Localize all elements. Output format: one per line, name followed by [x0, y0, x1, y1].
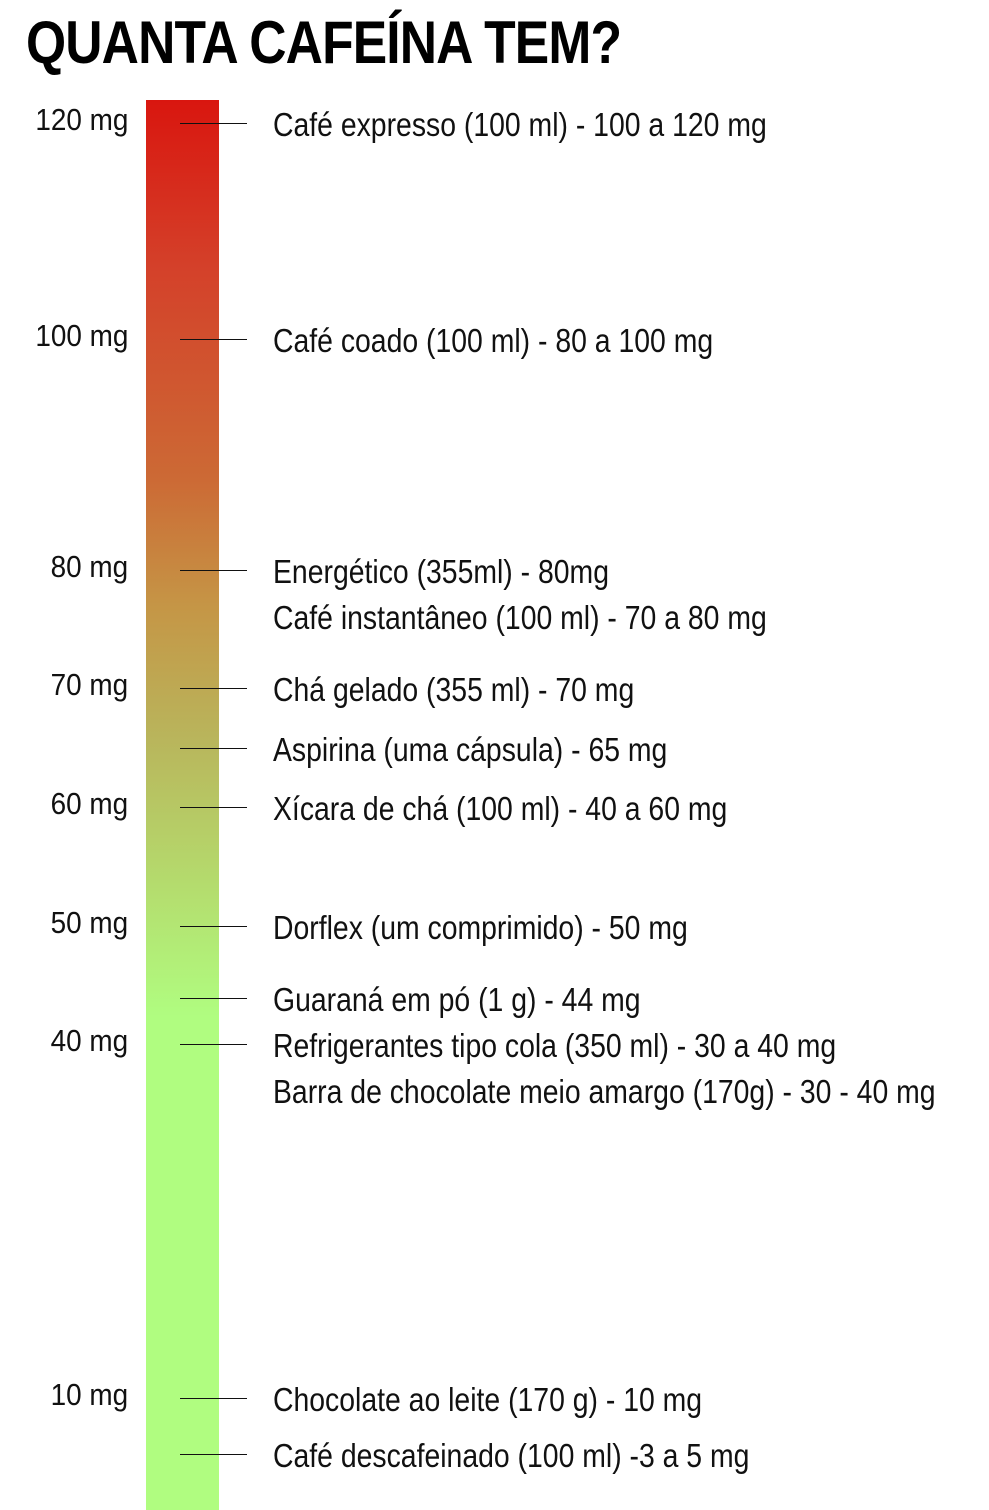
tick-mark-100-mg	[180, 339, 247, 340]
item-label: Dorflex (um comprimido) - 50 mg	[273, 909, 688, 946]
chart-title: QUANTA CAFEÍNA TEM?	[26, 9, 622, 76]
item-label: Café coado (100 ml) - 80 a 100 mg	[273, 322, 714, 359]
scale-label-100-mg: 100 mg	[34, 318, 128, 353]
tick-mark-10-mg	[180, 1398, 247, 1399]
tick-mark-44-mg	[180, 998, 247, 999]
item-label: Guaraná em pó (1 g) - 44 mg	[273, 981, 641, 1018]
item-label: Chá gelado (355 ml) - 70 mg	[273, 671, 635, 708]
tick-mark-70-mg	[180, 688, 247, 689]
tick-mark-5-mg	[180, 1454, 247, 1455]
scale-label-70-mg: 70 mg	[50, 667, 128, 702]
scale-label-80-mg: 80 mg	[50, 549, 128, 584]
item-label: Xícara de chá (100 ml) - 40 a 60 mg	[273, 790, 728, 827]
scale-label-50-mg: 50 mg	[50, 905, 128, 940]
item-label: Café descafeinado (100 ml) -3 a 5 mg	[273, 1437, 750, 1474]
tick-mark-65-mg	[180, 748, 247, 749]
caffeine-gradient-bar	[146, 100, 219, 1510]
tick-mark-60-mg	[180, 807, 247, 808]
item-label: Café expresso (100 ml) - 100 a 120 mg	[273, 106, 767, 143]
item-label: Café instantâneo (100 ml) - 70 a 80 mg	[273, 599, 767, 636]
item-label: Chocolate ao leite (170 g) - 10 mg	[273, 1381, 703, 1418]
tick-mark-50-mg	[180, 926, 247, 927]
tick-mark-80-mg	[180, 570, 247, 571]
scale-label-40-mg: 40 mg	[50, 1023, 128, 1058]
item-label: Barra de chocolate meio amargo (170g) - …	[273, 1073, 936, 1110]
scale-label-10-mg: 10 mg	[50, 1377, 128, 1412]
tick-mark-120-mg	[180, 123, 247, 124]
item-label: Energético (355ml) - 80mg	[273, 553, 609, 590]
item-label: Refrigerantes tipo cola (350 ml) - 30 a …	[273, 1027, 837, 1064]
item-label: Aspirina (uma cápsula) - 65 mg	[273, 731, 668, 768]
scale-label-120-mg: 120 mg	[34, 102, 128, 137]
tick-mark-40-mg	[180, 1044, 247, 1045]
scale-label-60-mg: 60 mg	[50, 786, 128, 821]
